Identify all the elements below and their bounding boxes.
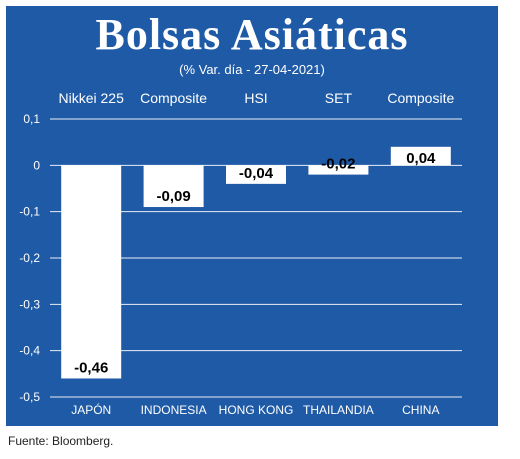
index-name-label: Composite: [387, 90, 454, 106]
x-tick-label: THAILANDIA: [303, 403, 374, 417]
y-tick-label: 0,1: [23, 112, 40, 126]
y-tick-label: -0,3: [19, 297, 40, 311]
y-tick-label: -0,5: [19, 390, 40, 404]
bar: [61, 165, 122, 379]
y-tick-label: -0,4: [19, 344, 40, 358]
chart-subtitle: (% Var. día - 27-04-2021): [179, 62, 325, 77]
bar: [226, 165, 286, 184]
bar-value-label: -0,09: [156, 188, 190, 205]
index-name-label: HSI: [244, 90, 267, 106]
y-tick-label: 0: [33, 158, 40, 172]
bar-value-label: -0,04: [239, 165, 274, 182]
x-tick-label: CHINA: [402, 403, 439, 417]
y-tick-label: -0,2: [19, 251, 40, 265]
bar-chart: 0,1 0 -0,1 -0,2 -0,3 -0,4 -0,5 -0,46 Nikkei 225 J…: [19, 90, 462, 417]
bar: [390, 146, 451, 166]
x-tick-label: HONG KONG: [219, 403, 294, 417]
index-name-label: SET: [325, 90, 353, 106]
x-tick-label: JAPÓN: [71, 402, 111, 417]
x-tick-label: INDONESIA: [141, 403, 207, 417]
source-note: Fuente: Bloomberg.: [8, 434, 114, 448]
bar-value-label: -0,02: [321, 156, 355, 173]
index-name-label: Nikkei 225: [59, 90, 125, 106]
index-name-label: Composite: [140, 90, 207, 106]
y-tick-label: -0,1: [19, 205, 40, 219]
bar: [308, 165, 369, 175]
bar-value-label: -0,46: [74, 359, 108, 376]
bar: [143, 165, 204, 208]
chart-title: Bolsas Asiáticas: [95, 10, 409, 59]
bar-value-label: 0,04: [406, 150, 436, 167]
